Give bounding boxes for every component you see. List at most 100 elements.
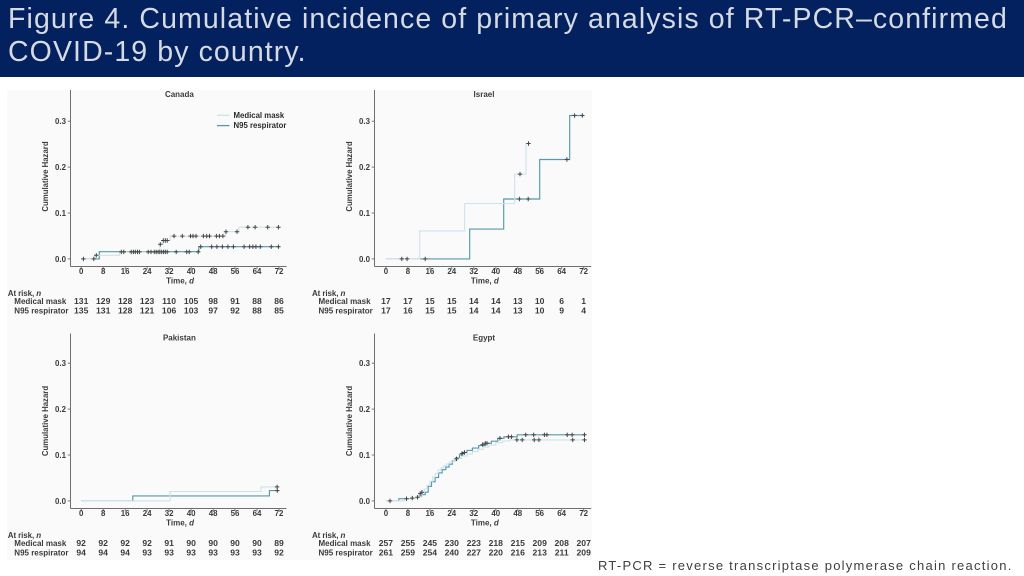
svg-text:215: 215 <box>511 538 526 548</box>
svg-text:93: 93 <box>186 548 196 558</box>
svg-text:Cumulative Hazard: Cumulative Hazard <box>41 141 50 211</box>
svg-text:0.2: 0.2 <box>55 163 67 172</box>
svg-text:0.0: 0.0 <box>359 497 371 506</box>
svg-text:230: 230 <box>445 538 460 548</box>
svg-text:0.1: 0.1 <box>359 209 371 218</box>
svg-text:129: 129 <box>96 296 111 306</box>
svg-text:At risk, n: At risk, n <box>312 531 345 540</box>
svg-text:90: 90 <box>230 538 240 548</box>
svg-text:255: 255 <box>401 538 416 548</box>
svg-text:110: 110 <box>162 296 176 306</box>
svg-text:8: 8 <box>101 267 106 276</box>
svg-text:211: 211 <box>555 548 569 558</box>
svg-text:17: 17 <box>403 296 413 306</box>
svg-text:105: 105 <box>184 296 199 306</box>
svg-text:N95 respirator: N95 respirator <box>14 307 68 316</box>
svg-text:56: 56 <box>231 509 240 518</box>
svg-text:216: 216 <box>511 548 526 558</box>
svg-text:Egypt: Egypt <box>473 334 496 343</box>
svg-text:56: 56 <box>535 509 544 518</box>
svg-text:88: 88 <box>252 306 262 316</box>
svg-text:220: 220 <box>489 548 504 558</box>
svg-text:Medical mask: Medical mask <box>234 111 285 120</box>
svg-text:13: 13 <box>513 306 523 316</box>
svg-text:Cumulative Hazard: Cumulative Hazard <box>41 386 50 456</box>
svg-text:N95 respirator: N95 respirator <box>319 549 373 558</box>
svg-text:90: 90 <box>208 538 218 548</box>
svg-text:64: 64 <box>557 509 566 518</box>
svg-text:92: 92 <box>98 538 108 548</box>
svg-text:92: 92 <box>142 538 152 548</box>
svg-text:94: 94 <box>120 548 130 558</box>
svg-text:94: 94 <box>98 548 108 558</box>
svg-text:14: 14 <box>469 306 479 316</box>
svg-text:240: 240 <box>445 548 460 558</box>
svg-text:0.3: 0.3 <box>55 117 67 126</box>
svg-text:0.0: 0.0 <box>359 255 371 264</box>
svg-text:121: 121 <box>140 306 155 316</box>
svg-text:Time, d: Time, d <box>471 277 500 286</box>
svg-text:32: 32 <box>165 509 174 518</box>
svg-text:0.0: 0.0 <box>55 255 67 264</box>
svg-text:72: 72 <box>275 267 284 276</box>
svg-text:16: 16 <box>121 267 130 276</box>
svg-text:48: 48 <box>513 267 522 276</box>
svg-text:92: 92 <box>76 538 86 548</box>
svg-text:17: 17 <box>381 296 391 306</box>
svg-text:135: 135 <box>74 306 89 316</box>
svg-text:254: 254 <box>423 548 438 558</box>
svg-text:92: 92 <box>274 548 284 558</box>
svg-text:218: 218 <box>489 538 504 548</box>
svg-text:56: 56 <box>231 267 240 276</box>
svg-text:0: 0 <box>79 267 84 276</box>
svg-text:N95 respirator: N95 respirator <box>319 307 373 316</box>
svg-text:93: 93 <box>252 548 262 558</box>
svg-text:103: 103 <box>184 306 199 316</box>
svg-text:Cumulative Hazard: Cumulative Hazard <box>345 386 354 456</box>
svg-text:123: 123 <box>140 296 155 306</box>
svg-text:Medical mask: Medical mask <box>319 297 372 306</box>
svg-text:32: 32 <box>469 267 478 276</box>
svg-text:15: 15 <box>425 296 435 306</box>
svg-text:17: 17 <box>381 306 391 316</box>
svg-text:0.0: 0.0 <box>55 497 67 506</box>
svg-text:48: 48 <box>209 509 218 518</box>
svg-text:91: 91 <box>230 296 240 306</box>
svg-text:Cumulative Hazard: Cumulative Hazard <box>345 141 354 211</box>
svg-text:98: 98 <box>208 296 218 306</box>
svg-text:16: 16 <box>403 306 413 316</box>
svg-text:72: 72 <box>579 267 588 276</box>
svg-text:0.1: 0.1 <box>55 451 67 460</box>
svg-text:223: 223 <box>467 538 482 548</box>
svg-text:90: 90 <box>252 538 262 548</box>
svg-text:0: 0 <box>384 267 389 276</box>
svg-text:9: 9 <box>559 306 564 316</box>
svg-text:24: 24 <box>447 267 456 276</box>
svg-text:Time, d: Time, d <box>166 277 195 286</box>
svg-text:40: 40 <box>491 509 500 518</box>
svg-text:93: 93 <box>208 548 218 558</box>
svg-text:259: 259 <box>401 548 416 558</box>
svg-text:64: 64 <box>253 267 262 276</box>
svg-text:8: 8 <box>101 509 106 518</box>
svg-text:0: 0 <box>79 509 84 518</box>
svg-text:40: 40 <box>187 509 196 518</box>
svg-text:Pakistan: Pakistan <box>163 334 196 343</box>
svg-text:8: 8 <box>406 267 411 276</box>
svg-text:15: 15 <box>425 306 435 316</box>
svg-text:131: 131 <box>96 306 111 316</box>
svg-text:48: 48 <box>209 267 218 276</box>
svg-text:0.1: 0.1 <box>55 209 67 218</box>
svg-text:6: 6 <box>559 296 564 306</box>
svg-text:1: 1 <box>581 296 586 306</box>
svg-text:14: 14 <box>469 296 479 306</box>
svg-text:92: 92 <box>120 538 130 548</box>
svg-text:227: 227 <box>467 548 482 558</box>
svg-text:24: 24 <box>143 509 152 518</box>
svg-text:128: 128 <box>118 296 133 306</box>
svg-text:Medical mask: Medical mask <box>319 539 372 548</box>
svg-text:93: 93 <box>164 548 174 558</box>
svg-text:N95 respirator: N95 respirator <box>14 549 68 558</box>
svg-text:85: 85 <box>274 306 284 316</box>
svg-text:0: 0 <box>384 509 389 518</box>
